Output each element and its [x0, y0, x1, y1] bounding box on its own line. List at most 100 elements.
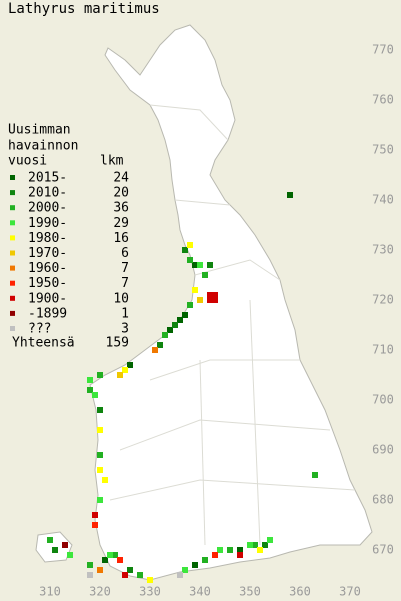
grid-square [207, 262, 213, 268]
grid-square [97, 497, 103, 503]
grid-square [207, 292, 213, 298]
legend-heading: havainnon [8, 139, 78, 154]
legend-label: 2015- [28, 171, 67, 186]
grid-square [182, 312, 188, 318]
grid-square [182, 247, 188, 253]
grid-square [202, 557, 208, 563]
legend-swatch [10, 205, 15, 211]
legend-label: 1960- [28, 261, 67, 276]
x-tick-label: 360 [289, 585, 311, 599]
grid-square [137, 572, 143, 578]
y-tick-label: 700 [372, 393, 394, 407]
grid-square [177, 572, 183, 578]
legend-heading: Uusimman [8, 123, 71, 138]
grid-square [127, 362, 133, 368]
grid-square [237, 547, 243, 553]
grid-square [312, 472, 318, 478]
grid-square [92, 522, 98, 528]
legend-count: 20 [113, 186, 129, 201]
grid-square [62, 542, 68, 548]
grid-square [107, 552, 113, 558]
x-tick-label: 370 [339, 585, 361, 599]
grid-square [192, 262, 198, 268]
grid-square [122, 572, 128, 578]
grid-square [212, 297, 218, 303]
legend-swatch [10, 280, 15, 286]
legend-count-heading: lkm [100, 154, 124, 169]
grid-square [157, 342, 163, 348]
grid-square [87, 377, 93, 383]
grid-square [147, 577, 153, 583]
grid-square [117, 557, 123, 563]
finland-outline [89, 24, 373, 581]
legend-count: 7 [121, 276, 129, 291]
grid-square [187, 257, 193, 263]
legend-label: 1970- [28, 246, 67, 261]
legend-count: 1 [121, 306, 129, 321]
grid-square [187, 242, 193, 248]
x-tick-label: 310 [39, 585, 61, 599]
y-tick-label: 680 [372, 493, 394, 507]
grid-square [162, 332, 168, 338]
legend-count: 3 [121, 322, 129, 337]
title: Lathyrus maritimus [8, 1, 160, 17]
legend-count: 7 [121, 261, 129, 276]
grid-square [287, 192, 293, 198]
legend-total-label: Yhteensä [12, 336, 75, 351]
legend-count: 16 [113, 231, 129, 246]
grid-square [212, 552, 218, 558]
grid-square [97, 467, 103, 473]
grid-square [97, 452, 103, 458]
grid-square [97, 407, 103, 413]
legend-swatch [10, 326, 15, 331]
legend-count: 10 [113, 291, 129, 306]
grid-square [172, 322, 178, 328]
grid-square [252, 542, 258, 548]
grid-square [97, 372, 103, 378]
legend-swatch [10, 265, 15, 271]
legend-count: 24 [113, 171, 129, 186]
y-tick-label: 710 [372, 343, 394, 357]
grid-square [67, 552, 73, 558]
grid-square [92, 512, 98, 518]
legend-swatch [10, 190, 15, 196]
x-tick-label: 340 [189, 585, 211, 599]
y-tick-label: 670 [372, 543, 394, 557]
region-borders [109, 104, 356, 546]
y-tick-label: 720 [372, 293, 394, 307]
grid-square [47, 537, 53, 543]
grid-square [192, 562, 198, 568]
legend-label: ??? [28, 322, 51, 337]
y-tick-label: 750 [372, 143, 394, 157]
grid-square [262, 542, 268, 548]
grid-square [112, 552, 118, 558]
grid-square [227, 547, 233, 553]
grid-square [87, 562, 93, 568]
legend-label: 1990- [28, 216, 67, 231]
y-tick-label: 760 [372, 93, 394, 107]
legend-label: 2010- [28, 186, 67, 201]
grid-square [212, 292, 218, 298]
grid-square [207, 297, 213, 303]
legend-label: 2000- [28, 201, 67, 216]
legend-total: 159 [106, 336, 129, 351]
grid-square [197, 297, 203, 303]
grid-square [237, 552, 243, 558]
grid-square [267, 537, 273, 543]
grid-square [97, 567, 103, 573]
grid-square [97, 427, 103, 433]
legend-swatch [10, 175, 15, 180]
y-tick-label: 690 [372, 443, 394, 457]
legend-swatch [10, 235, 15, 241]
grid-square [87, 572, 93, 578]
legend-count: 6 [121, 246, 129, 261]
x-tick-label: 330 [139, 585, 161, 599]
grid-square [257, 547, 263, 553]
x-tick-label: 350 [239, 585, 261, 599]
grid-square [187, 302, 193, 308]
legend-label: 1900- [28, 291, 67, 306]
grid-square [182, 567, 188, 573]
grid-square [167, 327, 173, 333]
grid-square [152, 347, 158, 353]
